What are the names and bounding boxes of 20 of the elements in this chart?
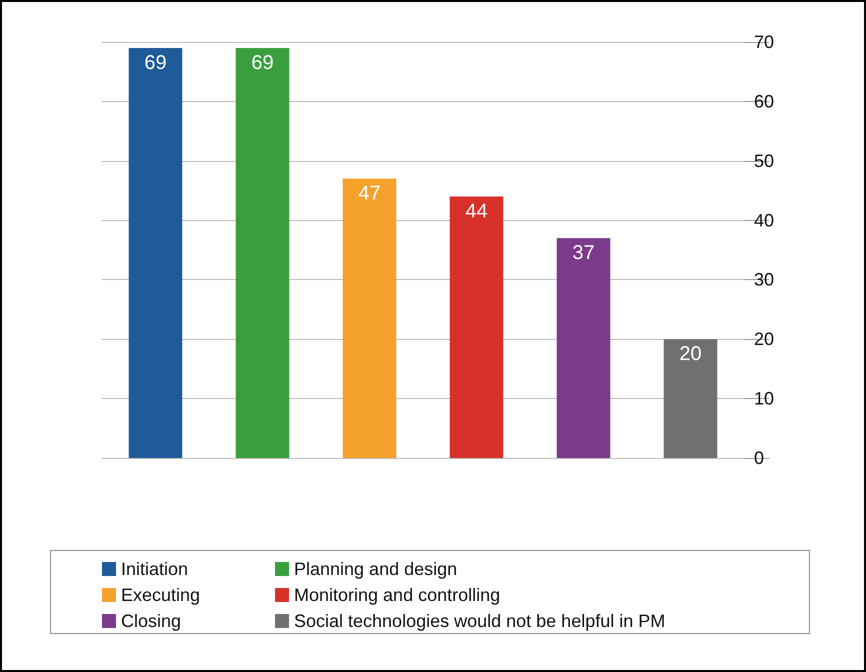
y-tick-label: 70 [754, 32, 774, 52]
y-tick-label: 60 [754, 91, 774, 112]
legend-label: Executing [121, 585, 200, 605]
y-tick-label: 40 [754, 210, 774, 230]
y-tick-label: 50 [754, 150, 774, 171]
data-label: 20 [679, 343, 702, 366]
legend-label: Social technologies would not be helpful in PM [294, 611, 666, 631]
y-tick-label: 0 [754, 448, 764, 468]
data-label: 69 [251, 52, 274, 74]
legend-label: Monitoring and controlling [294, 585, 500, 605]
data-label: 44 [465, 200, 488, 223]
y-tick-label: 10 [754, 388, 774, 409]
legend-label: Planning and design [294, 559, 458, 579]
legend-label: Initiation [121, 559, 188, 579]
data-label: 47 [358, 182, 381, 205]
legend-label: Closing [121, 611, 182, 631]
data-label: 69 [144, 52, 167, 74]
y-tick-label: 30 [754, 270, 774, 290]
data-label: 37 [572, 242, 595, 264]
y-tick-label: 20 [754, 329, 774, 350]
